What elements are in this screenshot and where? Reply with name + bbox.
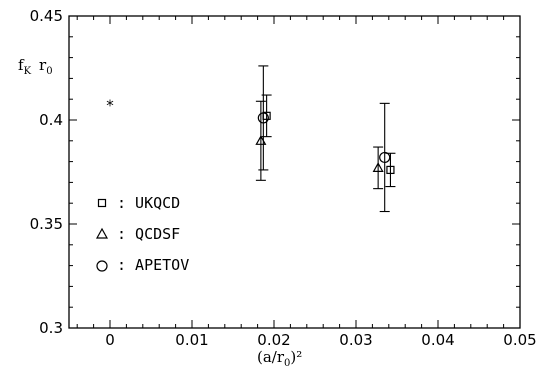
x-tick-label: 0.05: [503, 331, 536, 349]
legend-label-apetov: : APETOV: [117, 256, 189, 274]
x-tick-label: 0.04: [421, 331, 454, 349]
legend: : UKQCD : QCDSF : APETOV: [95, 194, 189, 274]
data-point-square: [386, 165, 395, 175]
x-title-main: (a/r: [257, 348, 285, 366]
y-title-sub-0: 0: [46, 66, 52, 77]
x-tick-label: 0: [105, 331, 115, 349]
axis-tick-labels: 0 0.01 0.02 0.03 0.04 0.05 0.3 0.35 0.4 0.45: [30, 7, 537, 349]
data-point-asterisk: *: [106, 96, 114, 114]
legend-circle-marker: [96, 260, 108, 272]
data-marks: *: [106, 65, 396, 213]
y-tick-label: 0.35: [30, 215, 63, 233]
axis-ticks: [69, 15, 521, 329]
legend-item-qcdsf: : QCDSF: [95, 225, 180, 243]
data-point-circle: [379, 151, 391, 164]
x-tick-label: 0.01: [175, 331, 208, 349]
legend-label-qcdsf: : QCDSF: [117, 225, 180, 243]
legend-square-marker: [97, 198, 107, 208]
legend-triangle-marker: [95, 227, 109, 239]
y-title-sub-k: K: [24, 66, 32, 77]
data-point-triangle: [372, 162, 384, 172]
y-axis-title: fK r0: [18, 56, 53, 77]
y-title-f: f: [18, 56, 25, 74]
x-title-sub: 0: [284, 358, 290, 369]
y-tick-label: 0.45: [30, 7, 63, 25]
y-tick-label: 0.3: [39, 319, 63, 337]
plot-frame: [68, 15, 521, 329]
x-title-tail: )²: [290, 348, 302, 366]
legend-item-apetov: : APETOV: [96, 256, 189, 274]
legend-item-ukqcd: : UKQCD: [97, 194, 180, 212]
x-tick-label: 0.02: [257, 331, 290, 349]
y-title-r: r: [39, 56, 47, 74]
legend-label-ukqcd: : UKQCD: [117, 194, 180, 212]
y-tick-label: 0.4: [39, 111, 63, 129]
x-tick-label: 0.03: [339, 331, 372, 349]
x-axis-title: (a/r0)²: [257, 348, 302, 369]
data-point-circle: [257, 112, 269, 124]
